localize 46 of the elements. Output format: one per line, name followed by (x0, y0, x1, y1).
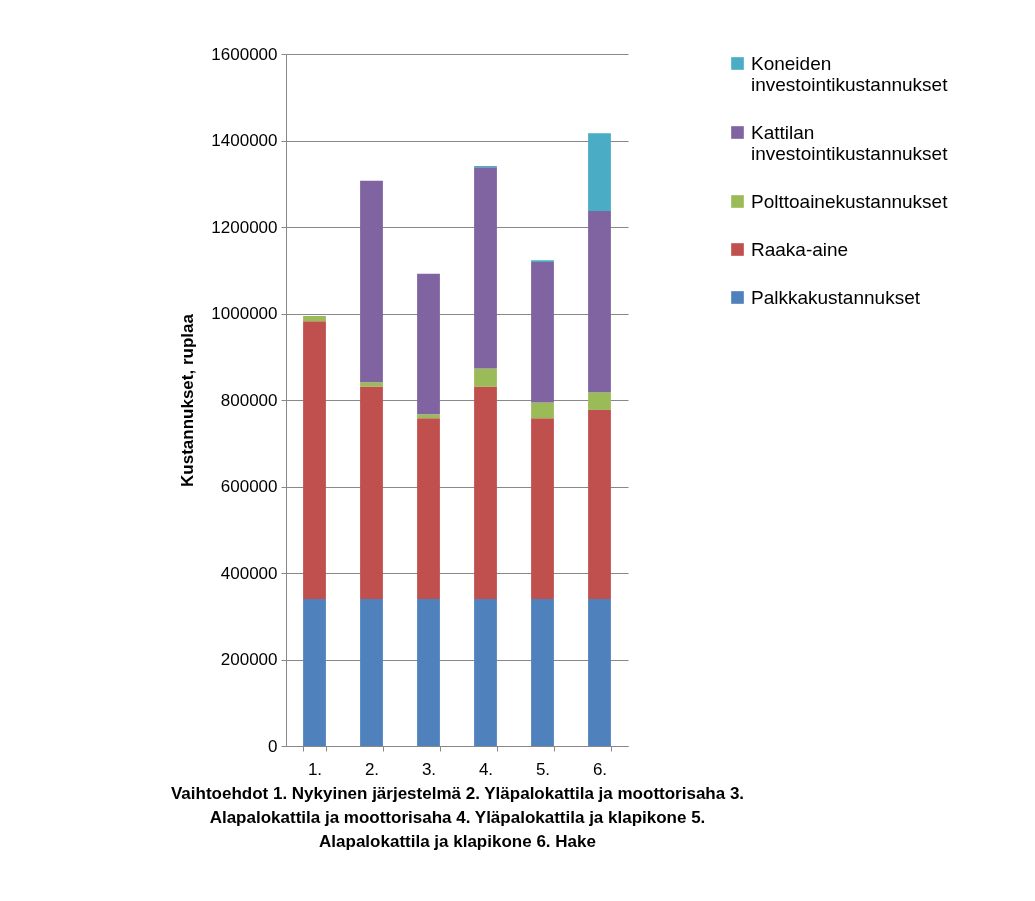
x-tick-label: 5. (535, 759, 551, 779)
bar (474, 167, 497, 369)
y-tick-label: 800000 (220, 390, 278, 410)
y-tick-label: 0 (268, 736, 278, 756)
bar (531, 402, 554, 419)
bar (360, 598, 383, 746)
bar (303, 316, 326, 322)
bar (417, 418, 440, 599)
bar (588, 211, 611, 393)
y-tick-label: 1600000 (211, 44, 278, 64)
legend-label: Palkkakustannukset (751, 286, 921, 308)
y-tick-label: 200000 (220, 650, 278, 669)
bar (474, 598, 497, 746)
x-tick-label: 4. (478, 759, 494, 779)
bar (417, 414, 440, 419)
bar (303, 321, 326, 599)
bar (588, 133, 611, 211)
bar (474, 386, 497, 599)
x-tick-label: 2. (364, 759, 380, 779)
bar (531, 262, 554, 403)
y-tick-label: 400000 (220, 563, 278, 583)
y-tick-label: 600000 (220, 477, 278, 496)
x-tick-label: 1. (307, 759, 323, 779)
y-tick-label: 1400000 (211, 131, 278, 150)
bar (531, 598, 554, 746)
bar (303, 598, 326, 746)
bar (531, 418, 554, 599)
legend-label: Kattilan investointikustannukset (751, 121, 949, 164)
y-tick-label: 1000000 (211, 304, 278, 323)
bar (360, 382, 383, 387)
x-tick-label: 6. (592, 759, 608, 779)
legend-label: Koneiden investointikustannukset (751, 52, 949, 95)
y-axis-title: Kustannukset, ruplaa (178, 313, 198, 487)
bar (588, 598, 611, 746)
bar (360, 386, 383, 599)
bar (360, 180, 383, 383)
bar (474, 368, 497, 387)
bar (588, 392, 611, 410)
bar (588, 409, 611, 599)
bar (417, 273, 440, 415)
bar (417, 598, 440, 746)
legend-label: Polttoainekustannukset (751, 190, 949, 212)
x-axis-title: Vaihtoehdot 1. Nykyinen järjestelmä 2. Yläpalokattila ja moottorisaha 3. Alapalokattila ja moottorisaha 4. Yläpalokattila ja klapikone 5. Alapalokattila ja klapikone 6. Hake (170, 783, 745, 851)
y-tick-label: 1200000 (211, 217, 278, 237)
legend-label: Raaka-aine (751, 238, 849, 260)
x-tick-label: 3. (421, 759, 437, 779)
